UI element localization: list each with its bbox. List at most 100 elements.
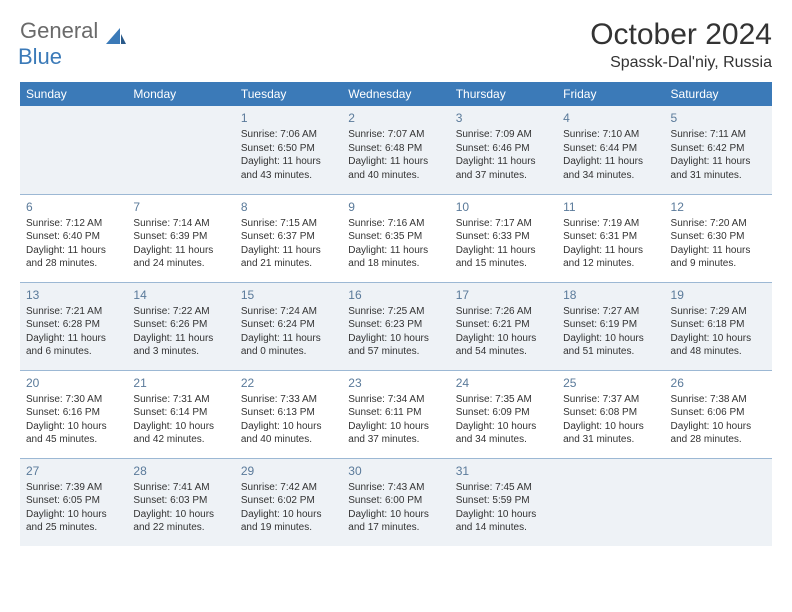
day-info: Sunrise: 7:11 AMSunset: 6:42 PMDaylight:…	[671, 128, 766, 182]
calendar-row: 27 Sunrise: 7:39 AMSunset: 6:05 PMDayligh…	[20, 458, 772, 546]
day-info: Sunrise: 7:41 AMSunset: 6:03 PMDaylight:…	[133, 481, 228, 535]
calendar-cell: 27 Sunrise: 7:39 AMSunset: 6:05 PMDayligh…	[20, 458, 127, 546]
day-number: 11	[563, 199, 658, 215]
day-number: 15	[241, 287, 336, 303]
day-info: Sunrise: 7:30 AMSunset: 6:16 PMDaylight:…	[26, 393, 121, 447]
weekday-header: Sunday	[20, 82, 127, 106]
title-block: October 2024 Spassk-Dal'niy, Russia	[590, 18, 772, 72]
day-number: 18	[563, 287, 658, 303]
calendar-cell: 23 Sunrise: 7:34 AMSunset: 6:11 PMDayligh…	[342, 370, 449, 458]
weekday-header: Tuesday	[235, 82, 342, 106]
calendar-cell: 26 Sunrise: 7:38 AMSunset: 6:06 PMDayligh…	[665, 370, 772, 458]
calendar-row: 20 Sunrise: 7:30 AMSunset: 6:16 PMDayligh…	[20, 370, 772, 458]
day-number: 22	[241, 375, 336, 391]
day-number: 31	[456, 463, 551, 479]
day-info: Sunrise: 7:15 AMSunset: 6:37 PMDaylight:…	[241, 217, 336, 271]
day-info: Sunrise: 7:43 AMSunset: 6:00 PMDaylight:…	[348, 481, 443, 535]
calendar-cell: 8 Sunrise: 7:15 AMSunset: 6:37 PMDaylight…	[235, 194, 342, 282]
day-number: 13	[26, 287, 121, 303]
calendar-cell: 18Sunrise: 7:27 AMSunset: 6:19 PMDayligh…	[557, 282, 664, 370]
day-number: 5	[671, 110, 766, 126]
calendar-cell: 5 Sunrise: 7:11 AMSunset: 6:42 PMDaylight…	[665, 106, 772, 194]
calendar-cell	[20, 106, 127, 194]
weekday-header: Monday	[127, 82, 234, 106]
day-info: Sunrise: 7:33 AMSunset: 6:13 PMDaylight:…	[241, 393, 336, 447]
calendar-cell: 16 Sunrise: 7:25 AMSunset: 6:23 PMDayligh…	[342, 282, 449, 370]
day-info: Sunrise: 7:19 AMSunset: 6:31 PMDaylight:…	[563, 217, 658, 271]
calendar-cell: 24Sunrise: 7:35 AMSunset: 6:09 PMDayligh…	[450, 370, 557, 458]
calendar-cell: 30Sunrise: 7:43 AMSunset: 6:00 PMDayligh…	[342, 458, 449, 546]
day-info: Sunrise: 7:14 AMSunset: 6:39 PMDaylight:…	[133, 217, 228, 271]
calendar-cell: 9 Sunrise: 7:16 AMSunset: 6:35 PMDaylight…	[342, 194, 449, 282]
calendar-cell: 1 Sunrise: 7:06 AMSunset: 6:50 PMDaylight…	[235, 106, 342, 194]
calendar-cell: 22 Sunrise: 7:33 AMSunset: 6:13 PMDayligh…	[235, 370, 342, 458]
day-number: 20	[26, 375, 121, 391]
weekday-header: Thursday	[450, 82, 557, 106]
day-info: Sunrise: 7:29 AMSunset: 6:18 PMDaylight:…	[671, 305, 766, 359]
day-info: Sunrise: 7:34 AMSunset: 6:11 PMDaylight:…	[348, 393, 443, 447]
day-info: Sunrise: 7:38 AMSunset: 6:06 PMDaylight:…	[671, 393, 766, 447]
day-number: 17	[456, 287, 551, 303]
day-number: 16	[348, 287, 443, 303]
calendar-cell: 28Sunrise: 7:41 AMSunset: 6:03 PMDayligh…	[127, 458, 234, 546]
day-number: 9	[348, 199, 443, 215]
calendar-cell: 14Sunrise: 7:22 AMSunset: 6:26 PMDayligh…	[127, 282, 234, 370]
logo: General Blue	[20, 18, 128, 70]
day-info: Sunrise: 7:37 AMSunset: 6:08 PMDaylight:…	[563, 393, 658, 447]
day-info: Sunrise: 7:42 AMSunset: 6:02 PMDaylight:…	[241, 481, 336, 535]
day-number: 27	[26, 463, 121, 479]
calendar-cell: 20 Sunrise: 7:30 AMSunset: 6:16 PMDayligh…	[20, 370, 127, 458]
day-number: 14	[133, 287, 228, 303]
calendar-cell: 19 Sunrise: 7:29 AMSunset: 6:18 PMDayligh…	[665, 282, 772, 370]
day-number: 2	[348, 110, 443, 126]
location: Spassk-Dal'niy, Russia	[590, 54, 772, 72]
calendar-cell: 15 Sunrise: 7:24 AMSunset: 6:24 PMDayligh…	[235, 282, 342, 370]
day-info: Sunrise: 7:35 AMSunset: 6:09 PMDaylight:…	[456, 393, 551, 447]
calendar-row: 1 Sunrise: 7:06 AMSunset: 6:50 PMDaylight…	[20, 106, 772, 194]
day-number: 8	[241, 199, 336, 215]
calendar-cell: 10Sunrise: 7:17 AMSunset: 6:33 PMDayligh…	[450, 194, 557, 282]
day-number: 26	[671, 375, 766, 391]
day-number: 23	[348, 375, 443, 391]
calendar-cell	[665, 458, 772, 546]
calendar-cell: 2 Sunrise: 7:07 AMSunset: 6:48 PMDaylight…	[342, 106, 449, 194]
calendar-cell: 7 Sunrise: 7:14 AMSunset: 6:39 PMDaylight…	[127, 194, 234, 282]
logo-text-blue: Blue	[18, 44, 62, 69]
calendar-cell: 21 Sunrise: 7:31 AMSunset: 6:14 PMDayligh…	[127, 370, 234, 458]
calendar-cell: 31 Sunrise: 7:45 AMSunset: 5:59 PMDayligh…	[450, 458, 557, 546]
day-info: Sunrise: 7:39 AMSunset: 6:05 PMDaylight:…	[26, 481, 121, 535]
calendar-cell	[557, 458, 664, 546]
day-info: Sunrise: 7:45 AMSunset: 5:59 PMDaylight:…	[456, 481, 551, 535]
calendar-cell: 11 Sunrise: 7:19 AMSunset: 6:31 PMDayligh…	[557, 194, 664, 282]
day-number: 21	[133, 375, 228, 391]
day-info: Sunrise: 7:25 AMSunset: 6:23 PMDaylight:…	[348, 305, 443, 359]
calendar-row: 13Sunrise: 7:21 AMSunset: 6:28 PMDayligh…	[20, 282, 772, 370]
day-info: Sunrise: 7:09 AMSunset: 6:46 PMDaylight:…	[456, 128, 551, 182]
day-info: Sunrise: 7:07 AMSunset: 6:48 PMDaylight:…	[348, 128, 443, 182]
calendar-cell: 25 Sunrise: 7:37 AMSunset: 6:08 PMDayligh…	[557, 370, 664, 458]
day-number: 19	[671, 287, 766, 303]
day-number: 3	[456, 110, 551, 126]
day-number: 1	[241, 110, 336, 126]
month-title: October 2024	[590, 18, 772, 52]
calendar-body: 1 Sunrise: 7:06 AMSunset: 6:50 PMDaylight…	[20, 106, 772, 546]
day-number: 7	[133, 199, 228, 215]
calendar-cell: 29Sunrise: 7:42 AMSunset: 6:02 PMDayligh…	[235, 458, 342, 546]
calendar-cell: 13Sunrise: 7:21 AMSunset: 6:28 PMDayligh…	[20, 282, 127, 370]
day-info: Sunrise: 7:24 AMSunset: 6:24 PMDaylight:…	[241, 305, 336, 359]
day-number: 12	[671, 199, 766, 215]
weekday-header-row: SundayMondayTuesdayWednesdayThursdayFrid…	[20, 82, 772, 106]
sail-icon	[102, 24, 128, 55]
weekday-header: Saturday	[665, 82, 772, 106]
day-number: 4	[563, 110, 658, 126]
day-number: 25	[563, 375, 658, 391]
day-info: Sunrise: 7:31 AMSunset: 6:14 PMDaylight:…	[133, 393, 228, 447]
day-info: Sunrise: 7:10 AMSunset: 6:44 PMDaylight:…	[563, 128, 658, 182]
day-info: Sunrise: 7:26 AMSunset: 6:21 PMDaylight:…	[456, 305, 551, 359]
calendar-cell: 4 Sunrise: 7:10 AMSunset: 6:44 PMDaylight…	[557, 106, 664, 194]
day-info: Sunrise: 7:16 AMSunset: 6:35 PMDaylight:…	[348, 217, 443, 271]
day-info: Sunrise: 7:17 AMSunset: 6:33 PMDaylight:…	[456, 217, 551, 271]
day-info: Sunrise: 7:06 AMSunset: 6:50 PMDaylight:…	[241, 128, 336, 182]
calendar-cell	[127, 106, 234, 194]
weekday-header: Friday	[557, 82, 664, 106]
